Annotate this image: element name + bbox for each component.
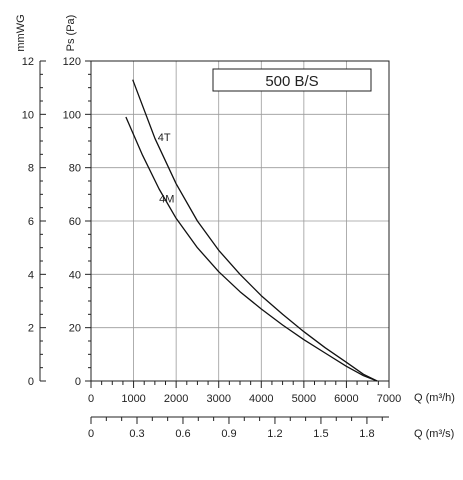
mmwg-tick-label: 2 (28, 323, 34, 335)
x-tick-label: 4000 (249, 393, 273, 405)
mmwg-tick-label: 12 (22, 56, 34, 68)
pa-tick-label: 120 (63, 56, 81, 68)
y-axis-title: Ps (Pa) (65, 15, 77, 52)
mmwg-axis: 0 2 4 6 8 10 12 (22, 56, 46, 388)
x-tick-label: 7000 (377, 393, 401, 405)
x2-tick-label: 0.6 (175, 428, 190, 440)
x-axis-title: Q (m³/h) (414, 392, 455, 404)
chart-title: 500 B/S (265, 73, 318, 90)
x2-tick-label: 1.2 (267, 428, 282, 440)
mmwg-tick-label: 10 (22, 109, 34, 121)
mmwg-tick-label: 4 (28, 269, 34, 281)
pa-tick-label: 0 (75, 376, 81, 388)
pa-tick-label: 100 (63, 109, 81, 121)
mmwg-tick-label: 0 (28, 376, 34, 388)
x2-tick-label: 0.9 (221, 428, 236, 440)
fan-curve-4t (132, 79, 378, 382)
curve-label-4m: 4M (159, 193, 174, 205)
x-tick-label: 6000 (334, 393, 358, 405)
chart-title-box: 500 B/S (212, 68, 372, 92)
x-tick-label: 2000 (164, 393, 188, 405)
flow-m3h-axis: 0 1000 2000 3000 4000 5000 6000 7000 (88, 381, 401, 405)
grid-lines (91, 61, 389, 381)
pa-tick-label: 80 (69, 163, 81, 175)
x2-tick-label: 1.5 (313, 428, 328, 440)
mmwg-tick-label: 6 (28, 216, 34, 228)
pa-tick-label: 40 (69, 269, 81, 281)
mmwg-tick-label: 8 (28, 163, 34, 175)
x2-tick-label: 0 (88, 428, 94, 440)
x-tick-label: 1000 (121, 393, 145, 405)
flow-m3s-axis: 0 0.3 0.6 0.9 1.2 1.5 1.8 (88, 416, 389, 440)
y2-axis-title: mmWG (15, 14, 27, 51)
x-tick-label: 3000 (206, 393, 230, 405)
x2-axis-title: Q (m³/s) (414, 428, 454, 440)
curve-label-4t: 4T (158, 132, 171, 144)
fan-curve-4m (125, 116, 378, 382)
x-tick-label: 5000 (292, 393, 316, 405)
x2-tick-label: 1.8 (359, 428, 374, 440)
fan-curves: 4T 4M (125, 79, 378, 382)
pa-tick-label: 20 (69, 323, 81, 335)
x-tick-label: 0 (88, 393, 94, 405)
pa-axis: 0 20 40 60 80 100 120 (63, 56, 91, 388)
x2-tick-label: 0.3 (129, 428, 144, 440)
pa-tick-label: 60 (69, 216, 81, 228)
